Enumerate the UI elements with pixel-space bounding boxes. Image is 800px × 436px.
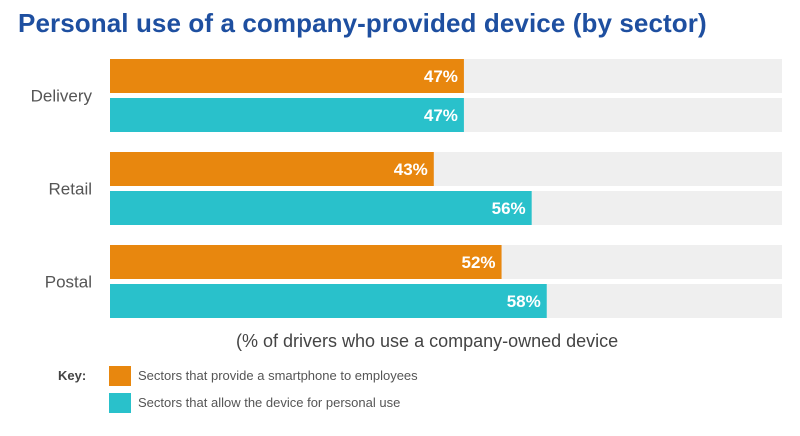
- value-label: 47%: [424, 106, 458, 125]
- bar: [110, 98, 464, 132]
- value-label: 58%: [507, 292, 541, 311]
- axis-note: (% of drivers who use a company-owned de…: [236, 331, 619, 351]
- legend-label: Sectors that provide a smartphone to emp…: [138, 368, 418, 383]
- bar: [110, 245, 502, 279]
- bar-chart: Delivery 47% 47% Retail 43% 56% Postal 52% 58%: [31, 59, 782, 318]
- bar: [110, 152, 434, 186]
- category-label: Retail: [49, 180, 92, 199]
- legend-title: Key:: [58, 368, 87, 383]
- bar: [110, 59, 464, 93]
- legend-label: Sectors that allow the device for person…: [138, 395, 401, 410]
- bar: [110, 284, 547, 318]
- category-label: Delivery: [31, 87, 93, 106]
- value-label: 43%: [394, 160, 428, 179]
- bar: [110, 191, 532, 225]
- legend-swatch-orange: [109, 366, 131, 386]
- category-label: Postal: [45, 273, 92, 292]
- value-label: 52%: [462, 253, 496, 272]
- legend-swatch-teal: [109, 393, 131, 413]
- value-label: 56%: [492, 199, 526, 218]
- value-label: 47%: [424, 67, 458, 86]
- chart-title: Personal use of a company-provided devic…: [18, 8, 707, 38]
